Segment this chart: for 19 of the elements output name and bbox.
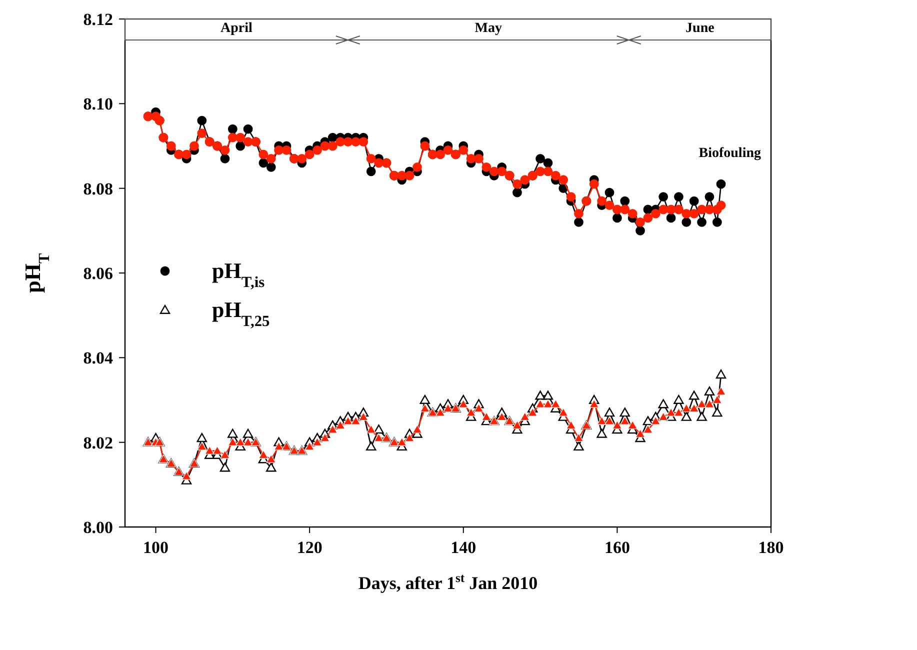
y-tick-label: 8.06 [83,264,113,283]
y-tick-label: 8.08 [83,179,113,198]
y-tick-label: 8.00 [83,518,113,537]
x-tick-label: 160 [604,538,630,557]
y-tick-label: 8.12 [83,10,113,29]
x-tick-label: 120 [296,538,322,557]
y-tick-label: 8.04 [83,348,114,368]
annotation: May [474,21,502,36]
annotation: Biofouling [698,146,761,161]
x-tick-label: 140 [450,538,476,557]
y-tick-label: 8.02 [83,433,113,452]
x-tick-label: 100 [143,538,169,557]
x-axis-title: Days, after 1$^{st}$ Jan 2010 [358,571,538,593]
legend-label: pH$_{T,is}$ [212,258,265,290]
annotation: June [686,21,714,36]
annotation: April [220,21,252,36]
x-tick-label: 180 [758,538,784,557]
y-tick-label: 8.10 [83,94,113,114]
legend-label: pH$_{T,25}$ [212,297,270,330]
